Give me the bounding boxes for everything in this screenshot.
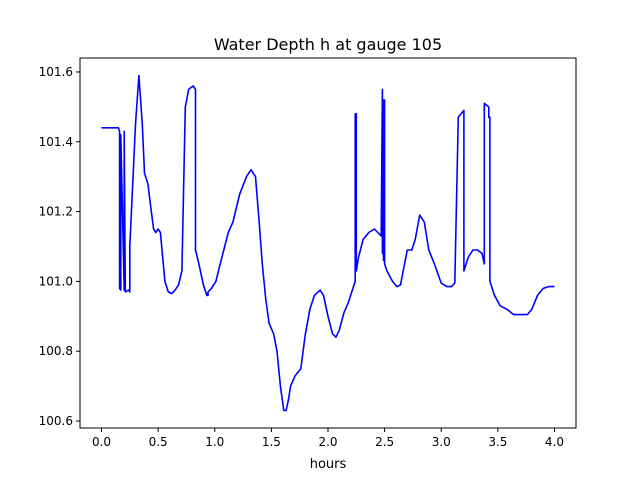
y-tick-label: 101.4 [39, 135, 73, 149]
y-tick-label: 100.6 [39, 414, 73, 428]
x-tick-label: 2.5 [375, 435, 394, 449]
y-tick-label: 100.8 [39, 344, 73, 358]
axes-frame [79, 57, 577, 429]
x-tick-label: 3.0 [432, 435, 451, 449]
plot-area [101, 74, 555, 412]
chart-title: Water Depth h at gauge 105 [214, 35, 442, 54]
x-axis-label: hours [310, 457, 347, 472]
x-tick-label: 4.0 [545, 435, 564, 449]
y-tick-label: 101.6 [39, 65, 73, 79]
axes-ticks: 0.0 0.5 1.0 1.5 2.0 2.5 3.0 3.5 4.0 100.6 100.8 101… [39, 65, 564, 449]
y-tick-label: 101.2 [39, 205, 73, 219]
y-tick-label: 101.0 [39, 274, 73, 288]
x-tick-label: 2.0 [318, 435, 337, 449]
x-tick-label: 1.0 [205, 435, 224, 449]
x-tick-label: 0.0 [92, 435, 111, 449]
x-tick-label: 0.5 [149, 435, 168, 449]
x-tick-label: 3.5 [488, 435, 507, 449]
x-tick-label: 1.5 [262, 435, 281, 449]
series-line-0 [101, 74, 555, 412]
